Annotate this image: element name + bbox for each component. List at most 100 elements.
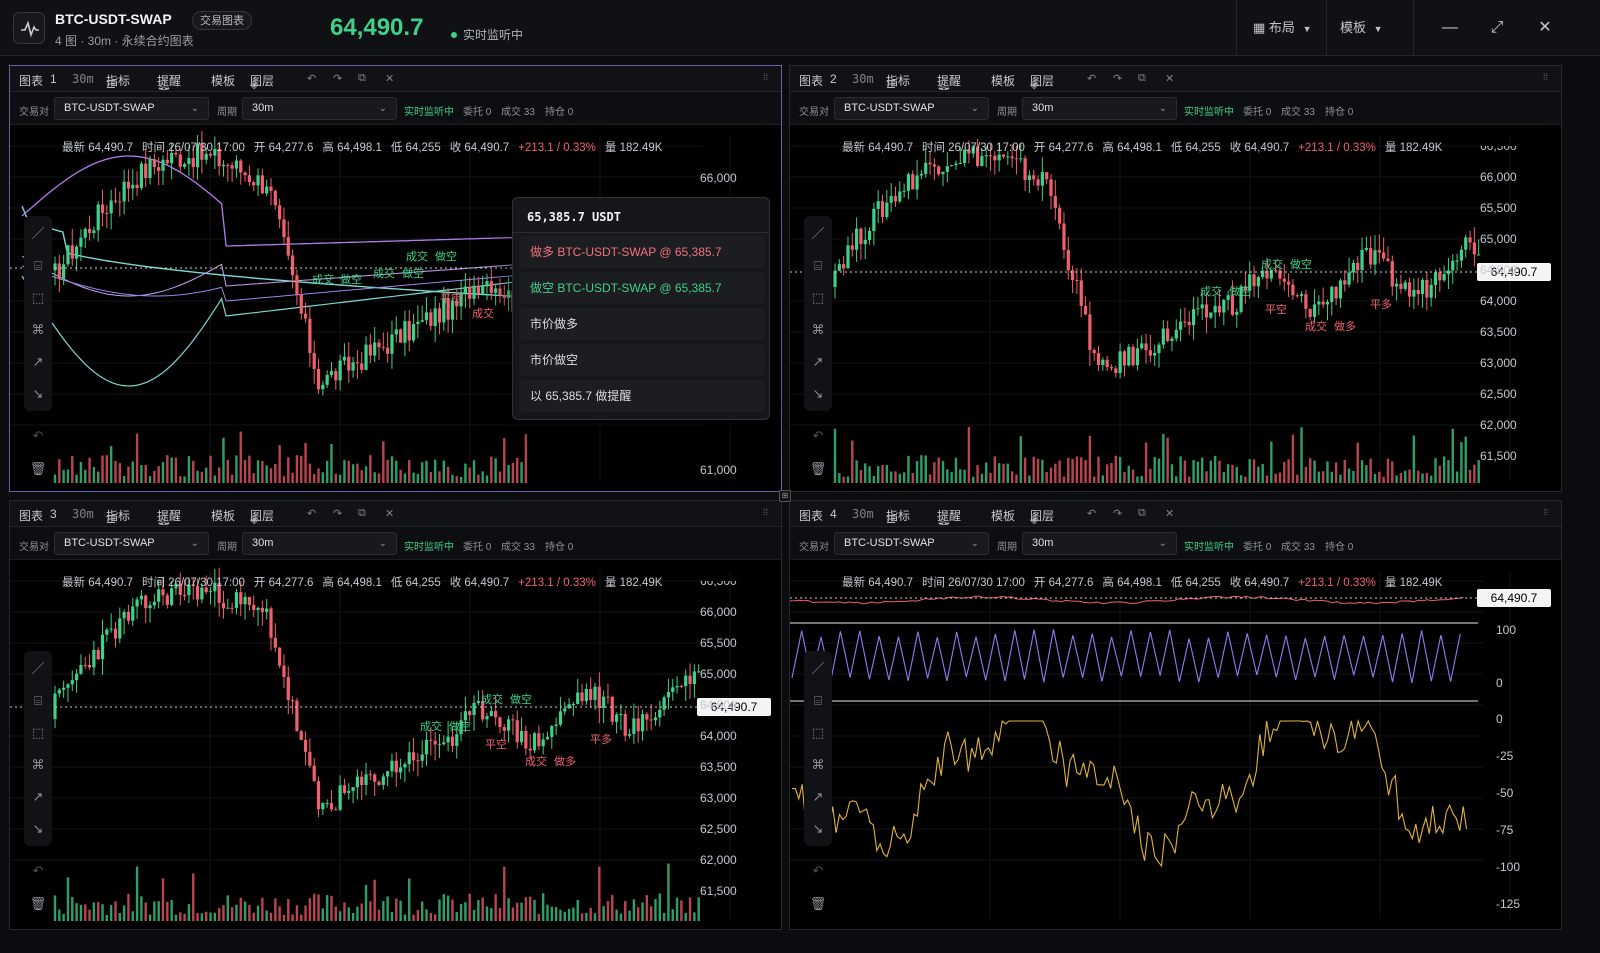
period-select[interactable]: 30m ⌄ xyxy=(242,532,397,555)
indicators-button[interactable]: ☰ 指标 xyxy=(106,507,130,526)
chart-panel-4[interactable]: 图表 4 30m ☰ 指标 🔔︎ 提醒 模板 ◈ 图层 ↶ ↷ ⧉ ✕ ⁞⁞ 交易对 BTC-USDT-SWAP… xyxy=(789,500,1562,930)
pair-select[interactable]: BTC-USDT-SWAP ⌄ xyxy=(54,97,209,120)
layers-button[interactable]: ◈ 图层 xyxy=(250,507,274,526)
undo-icon[interactable]: ↶ xyxy=(812,863,824,878)
minimize-icon[interactable]: — xyxy=(1442,19,1458,36)
alerts-button[interactable]: 🔔︎ 提醒 xyxy=(937,507,961,526)
drag-handle-icon[interactable]: ⊞ xyxy=(779,490,791,502)
price-chart[interactable] xyxy=(10,501,782,930)
trash-icon[interactable]: 🗑︎ xyxy=(29,461,47,476)
popout-icon[interactable]: ⧉ xyxy=(358,507,366,519)
drag-handle-icon[interactable]: ⁞⁞ xyxy=(763,72,769,82)
layers-button[interactable]: ◈ 图层 xyxy=(250,72,274,91)
volume-bar xyxy=(993,456,997,483)
layers-button[interactable]: ◈ 图层 xyxy=(1030,507,1054,526)
template-button[interactable]: 模板 xyxy=(991,72,1015,89)
trend-up-icon[interactable]: ↗ xyxy=(32,789,44,804)
undo-icon[interactable]: ↶ xyxy=(32,863,44,878)
menu-item-alert[interactable]: 以 65,385.7 做提醒 xyxy=(519,380,765,412)
alerts-button[interactable]: 🔔︎ 提醒 xyxy=(157,72,181,91)
alerts-button[interactable]: 🔔︎ 提醒 xyxy=(937,72,961,91)
ruler-icon[interactable]: ⌸ xyxy=(34,258,42,273)
undo-icon[interactable]: ↶ xyxy=(1087,508,1097,520)
redo-icon[interactable]: ↷ xyxy=(333,508,343,520)
volume-bar xyxy=(446,466,450,483)
layers-icon: ◈ xyxy=(1030,79,1039,91)
trend-down-icon[interactable]: ↘ xyxy=(812,386,824,401)
layout-button[interactable]: ▦ 布局 ▼ xyxy=(1253,16,1311,40)
undo-icon[interactable]: ↶ xyxy=(1087,73,1097,85)
trash-icon[interactable]: 🗑︎ xyxy=(809,461,827,476)
price-chart[interactable] xyxy=(790,66,1562,492)
select-icon[interactable]: ⬚ xyxy=(31,725,45,740)
chart-panel-2[interactable]: 图表 2 30m ☰ 指标 🔔︎ 提醒 模板 ◈ 图层 ↶ ↷ ⧉ ✕ ⁞⁞ 交易对 BTC-USDT-SWAP… xyxy=(789,65,1562,492)
close-icon[interactable]: ✕ xyxy=(1165,73,1175,85)
layers-button[interactable]: ◈ 图层 xyxy=(1030,72,1054,91)
ruler-icon[interactable]: ⌸ xyxy=(814,258,822,273)
close-icon[interactable]: ✕ xyxy=(385,508,395,520)
magnet-icon[interactable]: ⌘ xyxy=(31,757,45,772)
drag-handle-icon[interactable]: ⁞⁞ xyxy=(1543,507,1549,517)
pair-select[interactable]: BTC-USDT-SWAP ⌄ xyxy=(834,97,989,120)
trend-down-icon[interactable]: ↘ xyxy=(812,821,824,836)
undo-icon[interactable]: ↶ xyxy=(32,428,44,443)
popout-icon[interactable]: ⧉ xyxy=(1138,72,1146,84)
trend-down-icon[interactable]: ↘ xyxy=(32,821,44,836)
line-tool-icon[interactable]: ／ xyxy=(31,226,45,241)
redo-icon[interactable]: ↷ xyxy=(1113,73,1123,85)
indicators-button[interactable]: ☰ 指标 xyxy=(106,72,130,91)
trend-up-icon[interactable]: ↗ xyxy=(812,354,824,369)
magnet-icon[interactable]: ⌘ xyxy=(811,757,825,772)
line-tool-icon[interactable]: ／ xyxy=(811,226,825,241)
magnet-icon[interactable]: ⌘ xyxy=(31,322,45,337)
pair-select[interactable]: BTC-USDT-SWAP ⌄ xyxy=(54,532,209,555)
indicators-button[interactable]: ☰ 指标 xyxy=(886,72,910,91)
period-select[interactable]: 30m ⌄ xyxy=(1022,532,1177,555)
trend-up-icon[interactable]: ↗ xyxy=(32,354,44,369)
select-icon[interactable]: ⬚ xyxy=(811,725,825,740)
redo-icon[interactable]: ↷ xyxy=(333,73,343,85)
trash-icon[interactable]: 🗑︎ xyxy=(29,896,47,911)
indicators-button[interactable]: ☰ 指标 xyxy=(886,507,910,526)
template-button[interactable]: 模板 ▼ xyxy=(1340,16,1383,40)
price-chart[interactable] xyxy=(10,66,782,492)
magnet-icon[interactable]: ⌘ xyxy=(811,322,825,337)
undo-icon[interactable]: ↶ xyxy=(307,73,317,85)
line-tool-icon[interactable]: ／ xyxy=(31,661,45,676)
trend-up-icon[interactable]: ↗ xyxy=(812,789,824,804)
line-tool-icon[interactable]: ／ xyxy=(811,661,825,676)
chart-panel-3[interactable]: 图表 3 30m ☰ 指标 🔔︎ 提醒 模板 ◈ 图层 ↶ ↷ ⧉ ✕ ⁞⁞ 交易对 BTC-USDT-SWAP… xyxy=(9,500,782,930)
close-icon[interactable]: ✕ xyxy=(385,73,395,85)
template-button[interactable]: 模板 xyxy=(991,507,1015,524)
undo-icon[interactable]: ↶ xyxy=(812,428,824,443)
pair-select[interactable]: BTC-USDT-SWAP ⌄ xyxy=(834,532,989,555)
drag-handle-icon[interactable]: ⁞⁞ xyxy=(1543,72,1549,82)
menu-item-market-long[interactable]: 市价做多 xyxy=(519,308,765,340)
close-icon[interactable]: ✕ xyxy=(1538,19,1552,36)
close-icon[interactable]: ✕ xyxy=(1165,508,1175,520)
select-icon[interactable]: ⬚ xyxy=(811,290,825,305)
template-button[interactable]: 模板 xyxy=(211,72,235,89)
select-icon[interactable]: ⬚ xyxy=(31,290,45,305)
ruler-icon[interactable]: ⌸ xyxy=(34,693,42,708)
redo-icon[interactable]: ↷ xyxy=(1113,508,1123,520)
alerts-button[interactable]: 🔔︎ 提醒 xyxy=(157,507,181,526)
period-select[interactable]: 30m ⌄ xyxy=(242,97,397,120)
candle-body xyxy=(1023,158,1027,181)
candle-body xyxy=(165,595,169,605)
template-button[interactable]: 模板 xyxy=(211,507,235,524)
popout-icon[interactable]: ⧉ xyxy=(1138,507,1146,519)
expand-icon[interactable]: ⤢ xyxy=(1490,19,1504,36)
popout-icon[interactable]: ⧉ xyxy=(358,72,366,84)
menu-item-buy[interactable]: 做多 BTC-USDT-SWAP @ 65,385.7 xyxy=(519,236,765,268)
price-chart[interactable] xyxy=(790,501,1562,930)
menu-item-market-short[interactable]: 市价做空 xyxy=(519,344,765,376)
period-select[interactable]: 30m ⌄ xyxy=(1022,97,1177,120)
undo-icon[interactable]: ↶ xyxy=(307,508,317,520)
trend-down-icon[interactable]: ↘ xyxy=(32,386,44,401)
ruler-icon[interactable]: ⌸ xyxy=(814,693,822,708)
trash-icon[interactable]: 🗑︎ xyxy=(809,896,827,911)
drag-handle-icon[interactable]: ⁞⁞ xyxy=(763,507,769,517)
menu-item-sell[interactable]: 做空 BTC-USDT-SWAP @ 65,385.7 xyxy=(519,272,765,304)
volume-bar xyxy=(468,467,471,483)
